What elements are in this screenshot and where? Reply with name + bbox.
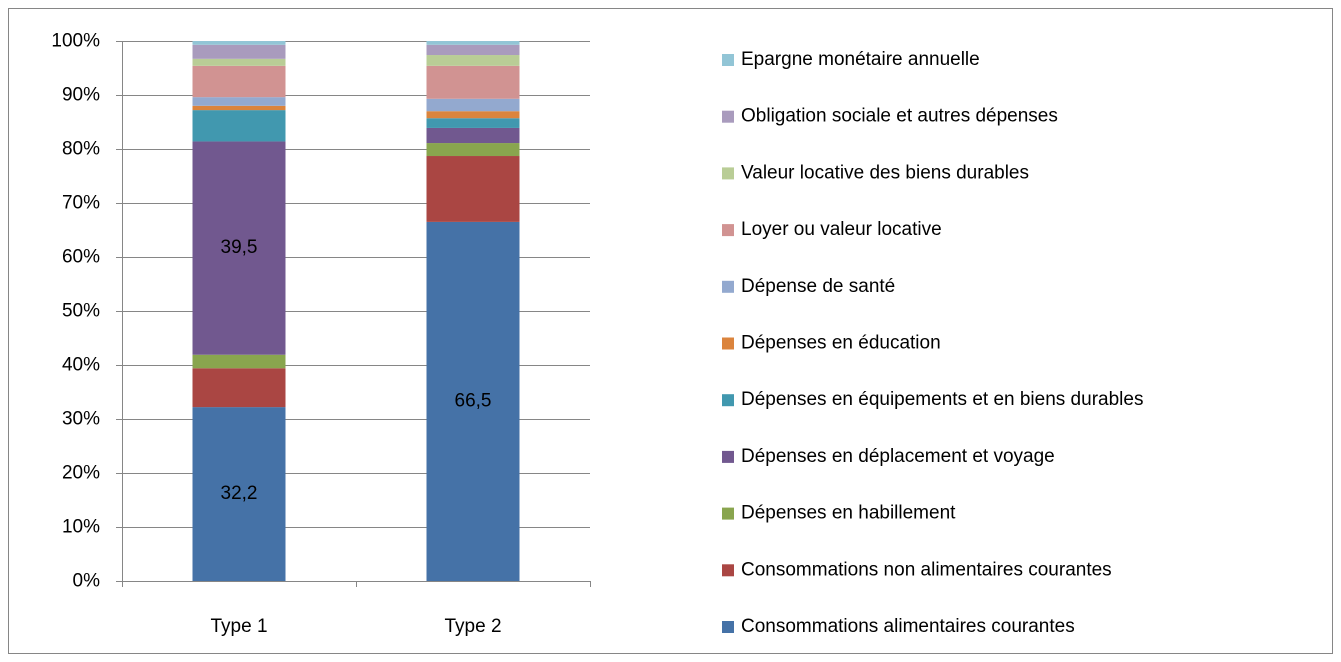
y-tick-label: 20% [62, 463, 100, 484]
bar-segment [192, 105, 286, 111]
legend-label: Dépense de santé [741, 276, 895, 297]
bar-segment [426, 44, 520, 56]
bar-segment [426, 111, 520, 119]
y-tick-label: 90% [62, 85, 100, 106]
bar-segment [426, 98, 520, 112]
legend-label: Epargne monétaire annuelle [741, 49, 980, 70]
bar-segment [192, 44, 286, 59]
legend-swatch [722, 450, 734, 463]
legend-label: Consommations non alimentaires courantes [741, 559, 1112, 580]
legend-label: Valeur locative des biens durables [741, 162, 1029, 183]
legend-label: Dépenses en équipements et en biens dura… [741, 389, 1143, 410]
y-tick-label: 0% [73, 571, 101, 592]
legend-label: Dépenses en éducation [741, 333, 941, 354]
legend-swatch [722, 621, 734, 633]
bar-segment [192, 368, 286, 408]
bar-segment [192, 41, 286, 45]
legend-swatch [722, 507, 734, 520]
bar-segment [426, 55, 520, 66]
legend-swatch [722, 110, 734, 123]
data-label: 39,5 [221, 237, 258, 258]
y-tick-label: 40% [62, 355, 100, 376]
x-tick-label: Type 1 [210, 616, 267, 637]
legend-label: Consommations alimentaires courantes [741, 616, 1075, 637]
bar-segment [192, 65, 286, 98]
bar-segment [426, 118, 520, 128]
bar-segment [426, 156, 520, 222]
data-label: 66,5 [455, 390, 492, 411]
bar-segment [426, 143, 520, 157]
bar-segment [192, 58, 286, 66]
legend-swatch [722, 224, 734, 237]
y-tick-label: 80% [62, 139, 100, 160]
y-tick-label: 10% [62, 517, 100, 538]
bar-segment [192, 97, 286, 106]
y-tick-label: 50% [62, 301, 100, 322]
y-tick-label: 30% [62, 409, 100, 430]
legend-swatch [722, 54, 734, 66]
legend-label: Obligation sociale et autres dépenses [741, 106, 1058, 127]
bar-segment [426, 221, 520, 581]
bar-segment [426, 65, 520, 99]
bar-segment [426, 127, 520, 144]
bar-segment [192, 110, 286, 142]
legend-swatch [722, 167, 734, 180]
bar-segment [192, 407, 286, 581]
legend-swatch [722, 337, 734, 350]
legend-label: Dépenses en habillement [741, 503, 956, 524]
bar-segment [192, 141, 286, 355]
bar-segment [192, 354, 286, 369]
y-tick-label: 100% [51, 31, 100, 52]
legend-label: Dépenses en déplacement et voyage [741, 446, 1055, 467]
legend-swatch [722, 394, 734, 407]
data-label: 32,2 [221, 483, 258, 504]
legend-label: Loyer ou valeur locative [741, 219, 942, 240]
y-tick-label: 60% [62, 247, 100, 268]
x-tick-label: Type 2 [444, 616, 501, 637]
bar-segment [426, 41, 520, 45]
legend-swatch [722, 564, 734, 577]
y-tick-label: 70% [62, 193, 100, 214]
legend-swatch [722, 280, 734, 293]
